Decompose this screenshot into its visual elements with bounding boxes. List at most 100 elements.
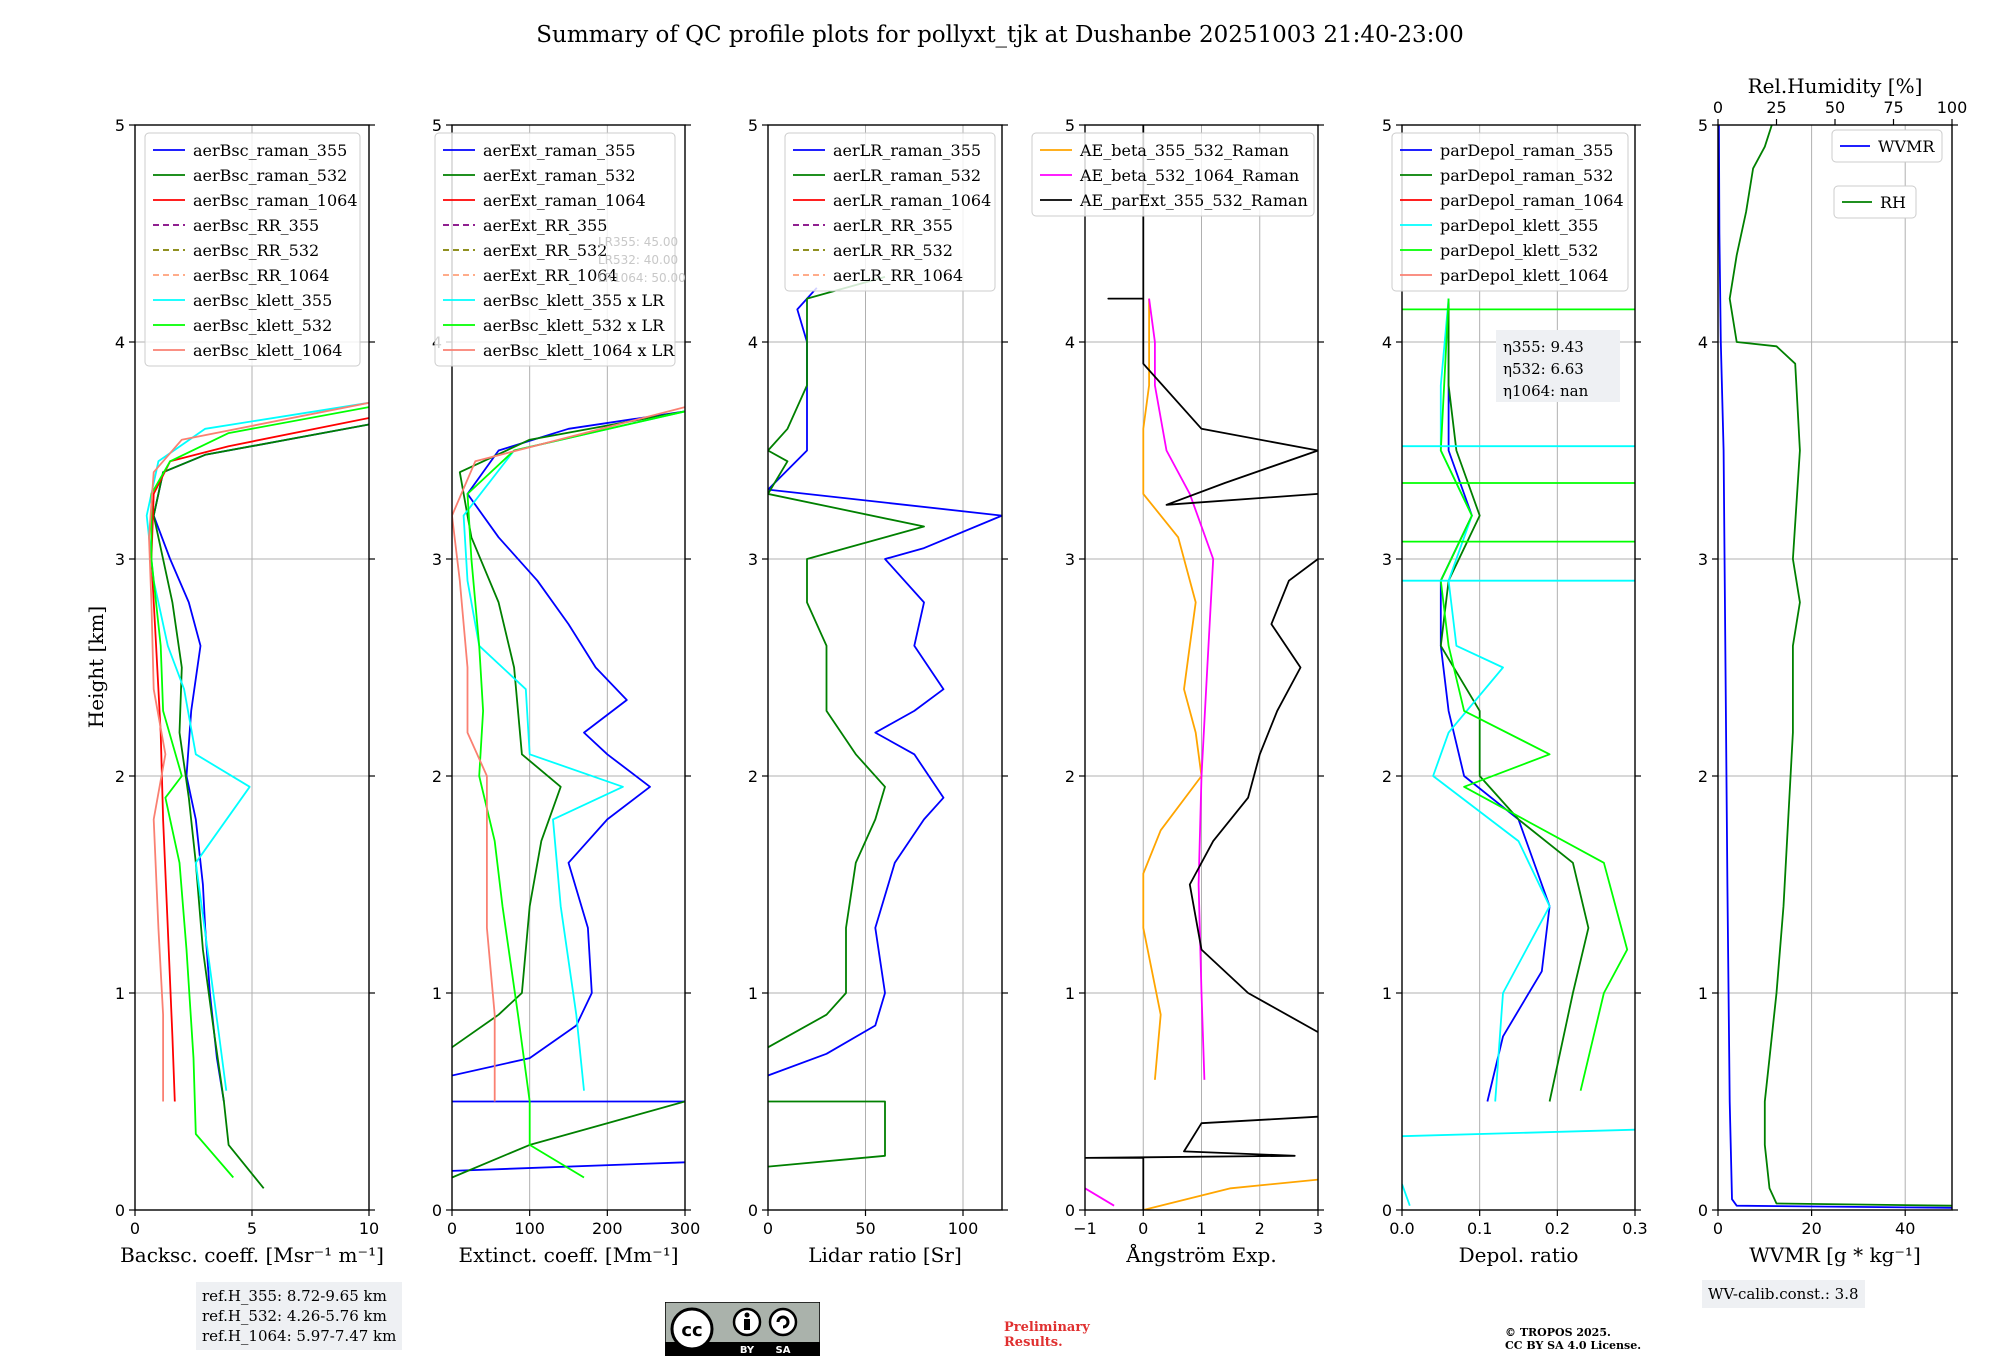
copyright-note: © TROPOS 2025. CC BY SA 4.0 License.	[1505, 1326, 1641, 1352]
svg-text:cc: cc	[681, 1320, 702, 1341]
series-AE_beta_532_1064_Raman	[1148, 298, 1215, 1080]
x-tick-label: 0	[1713, 1219, 1723, 1238]
series-group	[1402, 298, 1635, 1207]
legend: aerExt_raman_355 aerExt_raman_532 aerExt_r…	[434, 132, 676, 367]
series-AE_parExt_355_532_upper	[1107, 125, 1318, 506]
legend-box	[784, 132, 996, 292]
legend-label: AE_parExt_355_532_Raman	[1079, 191, 1308, 210]
ref-height-532: ref.H_532: 4.26-5.76 km	[202, 1307, 387, 1325]
preliminary-line2: Results.	[1004, 1335, 1063, 1350]
legend-label: aerLR_RR_1064	[833, 266, 963, 285]
x-tick-label: 50	[855, 1219, 875, 1238]
legend-label: aerBsc_RR_532	[193, 241, 319, 260]
series-AE_beta_355_532_Raman	[1142, 298, 1203, 1080]
legend-box	[1833, 185, 1917, 219]
legend-label: aerBsc_RR_355	[193, 216, 319, 235]
series-group	[1085, 125, 1318, 1210]
series-aerBsc_klett_532	[150, 406, 369, 1179]
top-tick-label: 25	[1766, 98, 1786, 117]
y-tick-label: 3	[432, 550, 442, 569]
y-tick-label: 1	[748, 984, 758, 1003]
legend-label: AE_beta_355_532_Raman	[1079, 141, 1289, 160]
legend-label: AE_beta_532_1064_Raman	[1079, 166, 1299, 185]
legend-box	[144, 132, 361, 367]
axes-frame	[767, 124, 1003, 1211]
lr-value: LR1064: 50.00	[598, 271, 686, 285]
legend-label: aerLR_raman_532	[833, 166, 981, 185]
top-axis-label: Rel.Humidity [%]	[1748, 74, 1923, 98]
top-tick-label: 50	[1825, 98, 1845, 117]
series-aerLR_raman_355	[768, 287, 1002, 1077]
axes-frame	[451, 124, 686, 1211]
x-tick-label: 100	[514, 1219, 545, 1238]
wv-calibration-box: WV-calib.const.: 3.8	[1702, 1280, 1865, 1308]
panel-lr: 0 50 100 0 1 2 3 4 5 Lidar ratio [Sr] aerLR_raman_…	[748, 116, 1008, 1267]
legend-label: parDepol_raman_355	[1440, 141, 1613, 160]
y-tick-label: 5	[115, 116, 125, 135]
series-aerLR_raman_532_low	[768, 1100, 886, 1168]
legend-label: parDepol_raman_532	[1440, 166, 1613, 185]
series-aerBsc_klett_355 x LR	[462, 410, 685, 1091]
x-tick-label: 100	[948, 1219, 979, 1238]
series-aerBsc_klett_532 x LR	[466, 410, 685, 1179]
x-axis-label: Lidar ratio [Sr]	[808, 1243, 962, 1267]
y-tick-label: 2	[115, 767, 125, 786]
y-tick-label: 5	[1698, 116, 1708, 135]
y-tick-label: 2	[1065, 767, 1075, 786]
legend-label: RH	[1880, 193, 1906, 212]
series-group	[1718, 125, 1952, 1209]
y-tick-label: 5	[1065, 116, 1075, 135]
y-axis-label: Height [km]	[84, 606, 108, 728]
lr-value: LR355: 45.00	[598, 235, 678, 249]
x-tick-label: −1	[1073, 1219, 1097, 1238]
x-tick-label: 0.3	[1622, 1219, 1647, 1238]
x-axis-label: Ångström Exp.	[1125, 1242, 1276, 1267]
x-tick-label: 10	[359, 1219, 379, 1238]
y-tick-label: 1	[1382, 984, 1392, 1003]
y-tick-label: 0	[1698, 1201, 1708, 1220]
x-tick-label: 5	[247, 1219, 257, 1238]
series-parDepol_klett_532	[1439, 298, 1629, 1091]
legend-box	[1391, 132, 1629, 292]
series-aerExt_raman_355	[452, 1161, 685, 1172]
x-tick-label: 2	[1255, 1219, 1265, 1238]
legend-rh: RH	[1833, 185, 1917, 219]
series-aerBsc_klett_1064	[148, 401, 369, 1102]
legend-label: parDepol_klett_532	[1440, 241, 1598, 260]
reference-height-box: ref.H_355: 8.72-9.65 km ref.H_532: 4.26-…	[196, 1282, 403, 1350]
x-tick-label: 3	[1313, 1219, 1323, 1238]
top-tick-label: 0	[1713, 98, 1723, 117]
y-tick-label: 5	[1382, 116, 1392, 135]
ref-height-1064: ref.H_1064: 5.97-7.47 km	[202, 1327, 397, 1345]
series-aerExt_raman_355_c	[452, 410, 685, 1077]
legend-label: aerExt_raman_1064	[483, 191, 646, 210]
x-tick-label: 0.1	[1467, 1219, 1492, 1238]
series-aerBsc_raman_532	[152, 423, 369, 1189]
x-axis-label: Depol. ratio	[1459, 1243, 1579, 1267]
series-aerBsc_klett_355	[145, 401, 369, 1091]
axes-frame	[1717, 124, 1953, 1211]
y-tick-label: 4	[115, 333, 125, 352]
x-tick-label: 200	[592, 1219, 623, 1238]
legend-label: aerExt_RR_355	[483, 216, 607, 235]
preliminary-line1: Preliminary	[1004, 1320, 1090, 1335]
x-tick-label: 300	[670, 1219, 701, 1238]
y-tick-label: 0	[748, 1201, 758, 1220]
y-tick-label: 4	[748, 333, 758, 352]
y-tick-label: 0	[1065, 1201, 1075, 1220]
legend: aerLR_raman_355 aerLR_raman_532 aerLR_rama…	[784, 132, 996, 292]
x-axis-label: Backsc. coeff. [Msr⁻¹ m⁻¹]	[120, 1243, 384, 1267]
series-RH	[1728, 125, 1952, 1207]
figure-title: Summary of QC profile plots for pollyxt_…	[536, 22, 1464, 48]
legend-label: aerExt_RR_532	[483, 241, 607, 260]
x-tick-label: 1	[1196, 1219, 1206, 1238]
x-tick-label: 40	[1895, 1219, 1915, 1238]
legend: parDepol_raman_355 parDepol_raman_532 parD…	[1391, 132, 1629, 292]
y-tick-label: 0	[115, 1201, 125, 1220]
legend-label: aerExt_raman_532	[483, 166, 636, 185]
legend-label: parDepol_klett_1064	[1440, 266, 1609, 285]
series-parDepol_klett_355_low	[1402, 1183, 1411, 1207]
series-AE_parExt_355_532_low	[1085, 1115, 1318, 1210]
series-aerExt_raman_532	[452, 1100, 685, 1179]
x-tick-label: 20	[1801, 1219, 1821, 1238]
